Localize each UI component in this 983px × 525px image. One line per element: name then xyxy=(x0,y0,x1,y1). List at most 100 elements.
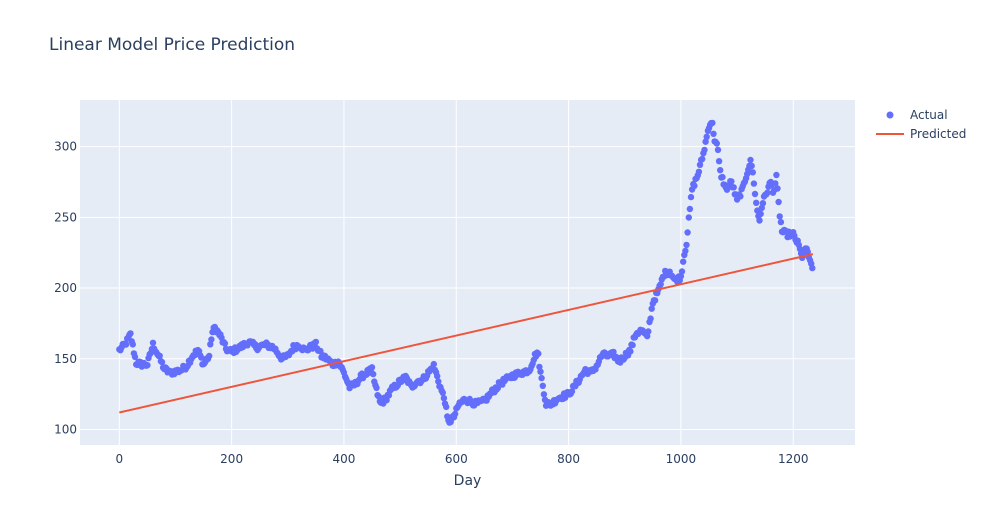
actual-point xyxy=(759,200,767,207)
actual-point xyxy=(373,384,380,392)
actual-point xyxy=(683,241,690,249)
actual-point xyxy=(772,180,779,187)
actual-point xyxy=(757,210,764,218)
actual-point xyxy=(439,389,446,396)
actual-point xyxy=(696,161,704,168)
actual-point xyxy=(680,258,687,265)
x-tick-label: 1200 xyxy=(778,452,809,466)
actual-point xyxy=(753,199,760,206)
actual-point xyxy=(703,133,710,140)
actual-point xyxy=(648,305,655,312)
x-tick-label: 400 xyxy=(332,452,355,466)
actual-point xyxy=(737,193,744,200)
actual-point xyxy=(629,341,636,349)
actual-point xyxy=(777,218,785,226)
x-tick-label: 600 xyxy=(445,452,468,466)
actual-point xyxy=(713,140,720,147)
actual-point xyxy=(144,362,151,369)
legend-label-actual: Actual xyxy=(910,108,948,122)
actual-point xyxy=(568,388,576,395)
actual-point xyxy=(430,360,437,368)
actual-point xyxy=(535,350,542,357)
actual-point xyxy=(221,340,229,347)
legend-label-predicted: Predicted xyxy=(910,127,966,141)
actual-point xyxy=(749,169,756,176)
plot-area xyxy=(80,100,855,445)
x-tick-label: 1000 xyxy=(666,452,697,466)
actual-point xyxy=(701,146,708,154)
actual-point xyxy=(149,339,157,346)
actual-point xyxy=(710,130,717,137)
legend-marker-actual xyxy=(886,111,894,119)
actual-point xyxy=(645,328,652,335)
actual-point xyxy=(774,185,781,192)
x-tick-label: 0 xyxy=(115,452,123,466)
actual-point xyxy=(651,297,659,304)
actual-point xyxy=(627,348,634,355)
actual-point xyxy=(695,168,703,175)
actual-point xyxy=(647,315,654,322)
axis-ticks: 0 200 400 600 800 1000 1200 100 150 200 250 300 xyxy=(54,140,808,466)
actual-point xyxy=(206,352,213,360)
actual-point xyxy=(537,368,544,375)
actual-series xyxy=(116,119,816,426)
actual-point xyxy=(685,214,692,221)
actual-point xyxy=(368,364,376,371)
y-tick-label: 150 xyxy=(54,352,77,366)
legend[interactable]: Actual Predicted xyxy=(876,108,966,141)
actual-point xyxy=(375,393,382,400)
actual-point xyxy=(687,193,695,201)
actual-point xyxy=(370,370,377,378)
y-tick-label: 100 xyxy=(54,422,77,436)
actual-point xyxy=(699,155,706,163)
actual-point xyxy=(764,189,771,196)
actual-point xyxy=(715,158,723,165)
actual-point xyxy=(775,198,782,206)
actual-point xyxy=(714,146,722,154)
actual-point xyxy=(443,403,450,411)
x-axis-title: Day xyxy=(454,473,482,489)
actual-point xyxy=(610,348,617,356)
legend-item-actual: Actual xyxy=(886,108,948,122)
actual-point xyxy=(540,391,548,398)
actual-point xyxy=(748,162,755,170)
y-tick-label: 250 xyxy=(54,210,77,224)
actual-point xyxy=(536,363,543,371)
actual-point xyxy=(198,354,205,361)
actual-point xyxy=(776,213,783,220)
actual-point xyxy=(539,382,546,389)
actual-point xyxy=(158,358,166,366)
x-tick-label: 200 xyxy=(220,452,243,466)
actual-point xyxy=(208,336,215,343)
predicted-series xyxy=(119,253,814,414)
actual-point xyxy=(435,378,442,385)
legend-item-predicted: Predicted xyxy=(876,127,966,141)
actual-point xyxy=(678,268,686,275)
actual-point xyxy=(312,338,320,346)
actual-point xyxy=(719,173,726,181)
actual-point xyxy=(702,138,709,145)
actual-point xyxy=(747,156,754,164)
x-tick-label: 800 xyxy=(557,452,580,466)
actual-point xyxy=(682,247,689,255)
y-tick-label: 300 xyxy=(54,140,77,154)
actual-point xyxy=(207,341,214,348)
actual-point xyxy=(750,180,758,187)
actual-point xyxy=(686,205,694,213)
predicted-line xyxy=(119,253,814,414)
actual-point xyxy=(451,410,459,418)
chart-title: Linear Model Price Prediction xyxy=(49,35,295,55)
actual-point xyxy=(434,372,441,380)
actual-point xyxy=(728,178,735,185)
actual-point xyxy=(122,341,130,348)
y-tick-label: 200 xyxy=(54,281,77,295)
actual-point xyxy=(127,330,134,337)
actual-point xyxy=(809,264,816,272)
actual-point xyxy=(538,374,545,382)
actual-point xyxy=(440,395,448,402)
actual-point xyxy=(691,182,698,189)
actual-point xyxy=(730,184,737,191)
actual-point xyxy=(709,119,716,127)
actual-point xyxy=(684,229,691,236)
